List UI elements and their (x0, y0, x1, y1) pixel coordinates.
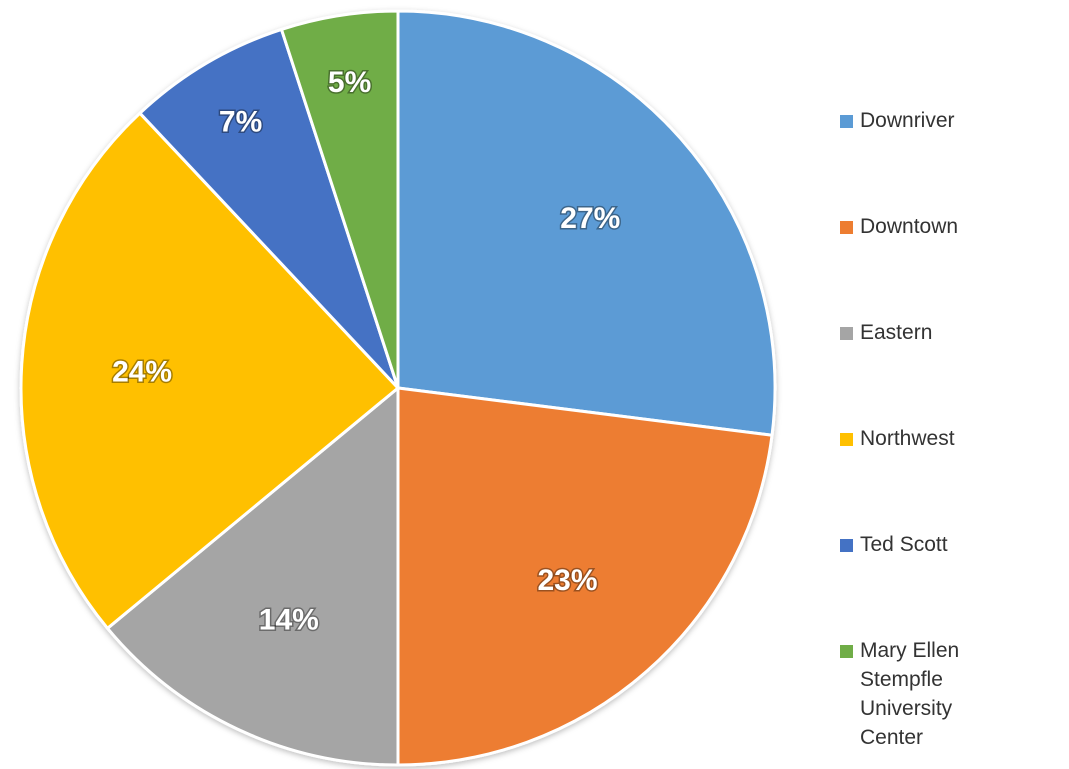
legend-label-downriver: Downriver (860, 109, 955, 132)
pie-slice-mary-ellen-stempfle-university-center[interactable] (280, 9, 400, 390)
pie-data-labels: 27% 23% 14% 24% 7% 5% (111, 65, 622, 638)
pie-slice-northwest[interactable] (19, 111, 400, 630)
legend-swatch-ted-scott (840, 539, 853, 552)
legend-swatch-eastern (840, 327, 853, 340)
legend-label-ted-scott: Ted Scott (860, 533, 948, 556)
legend-item-northwest[interactable]: Northwest (840, 424, 1060, 453)
pie-slice-ted-scott[interactable] (138, 27, 400, 390)
legend-item-downtown[interactable]: Downtown (840, 212, 1060, 241)
pie-slice-downtown[interactable] (396, 386, 774, 767)
pie-slice-downriver[interactable] (396, 9, 777, 437)
data-label-mary-ellen-stempfle-university-center: 5% (328, 66, 371, 99)
data-label-northwest: 24% (112, 355, 172, 388)
legend-swatch-northwest (840, 433, 853, 446)
legend-label-downtown: Downtown (860, 215, 959, 238)
legend-item-downriver[interactable]: Downriver (840, 106, 1060, 135)
legend-item-mary-ellen-stempfle-university-center[interactable]: Mary Ellen Stempfle University Center (840, 636, 1010, 752)
legend-swatch-mary-ellen-stempfle-university-center (840, 645, 853, 658)
legend-item-eastern[interactable]: Eastern (840, 318, 1060, 347)
legend-label-northwest: Northwest (860, 427, 955, 450)
data-label-downtown: 23% (537, 564, 597, 597)
pie-slices (19, 9, 777, 767)
data-label-downriver: 27% (560, 202, 620, 235)
data-label-ted-scott: 7% (219, 105, 262, 138)
legend-label-mary-ellen-stempfle-university-center: Mary Ellen Stempfle University Center (860, 639, 960, 749)
legend-swatch-downtown (840, 221, 853, 234)
pie-slice-eastern[interactable] (106, 386, 400, 767)
legend-swatch-downriver (840, 115, 853, 128)
legend-label-eastern: Eastern (860, 321, 933, 344)
legend-item-ted-scott[interactable]: Ted Scott (840, 530, 1060, 559)
data-label-eastern: 14% (259, 604, 319, 637)
